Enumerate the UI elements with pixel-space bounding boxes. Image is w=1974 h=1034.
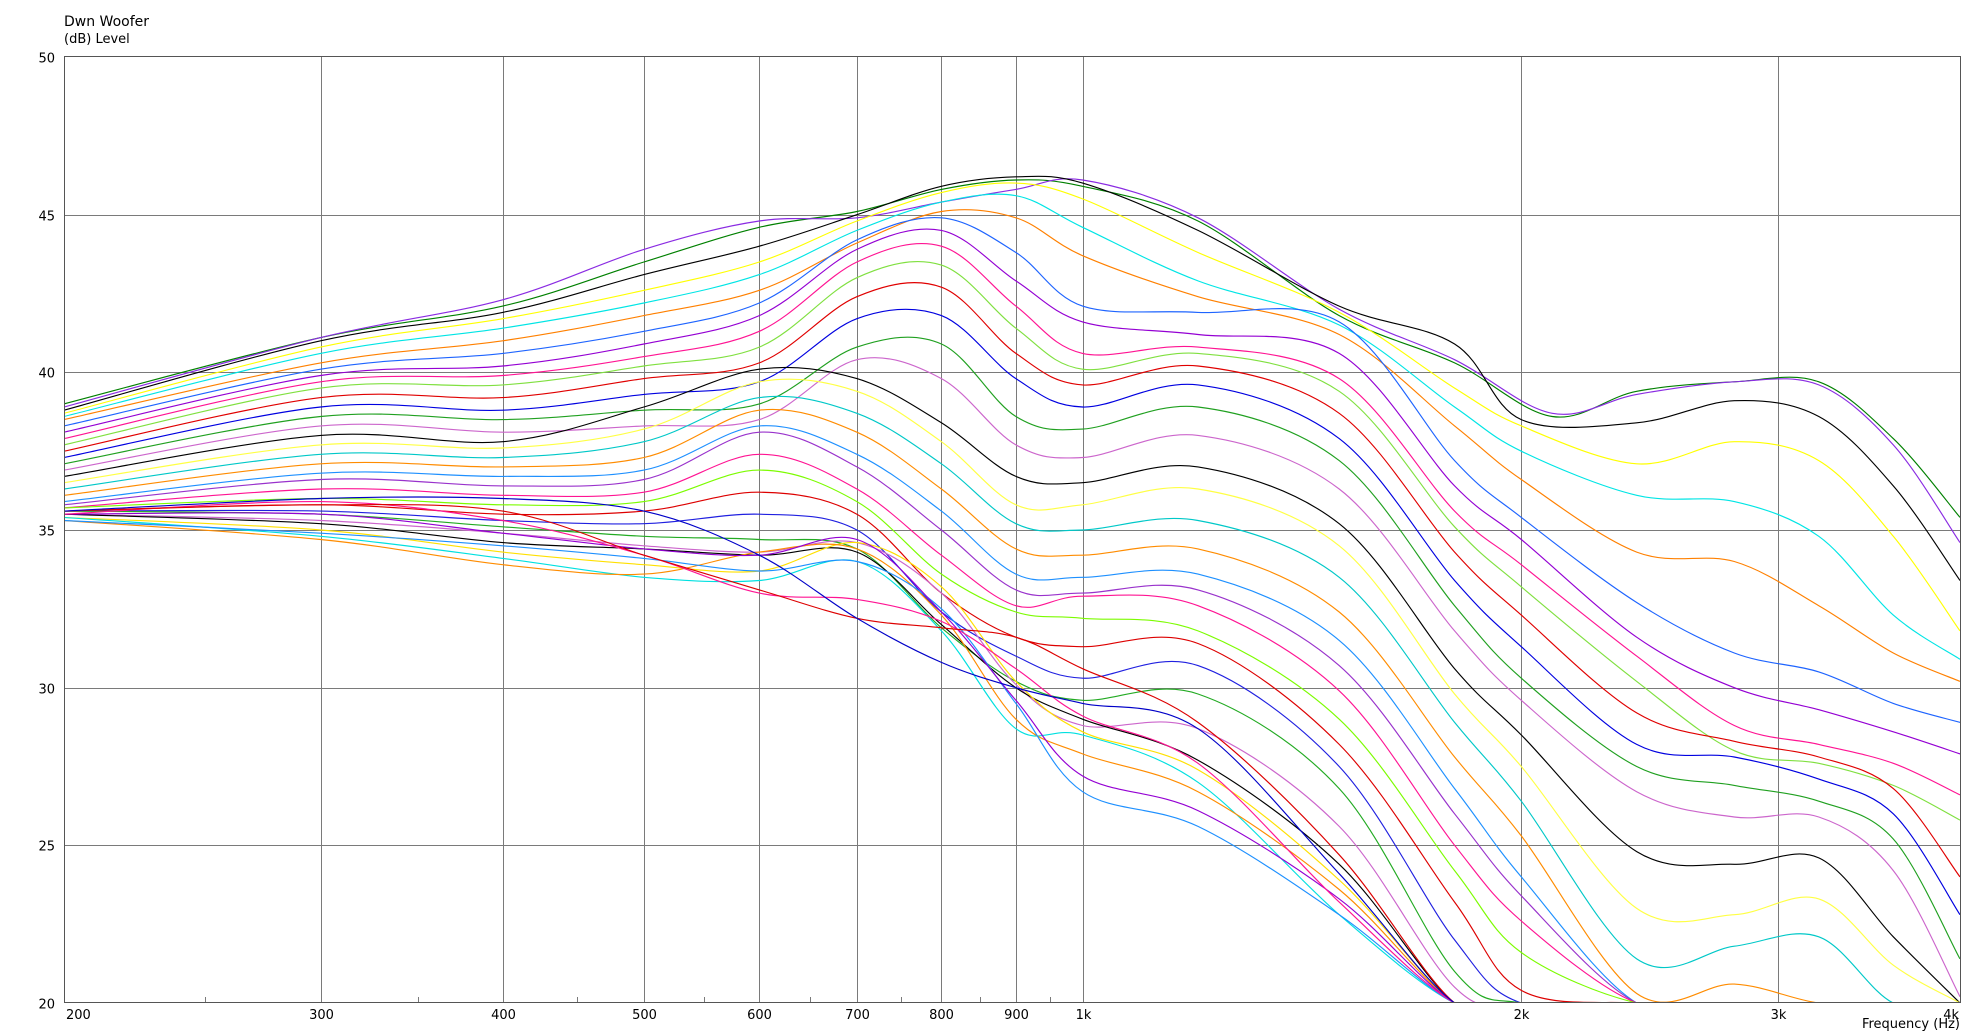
series-line-30 — [64, 519, 1960, 1003]
series-line-11 — [64, 282, 1960, 878]
series-line-9 — [64, 243, 1960, 796]
series-curves — [64, 175, 1960, 1003]
x-tick-label: 800 — [929, 1008, 954, 1023]
series-line-34 — [64, 503, 1960, 1003]
x-tick-label: 700 — [845, 1008, 870, 1023]
series-line-6 — [64, 209, 1960, 682]
x-axis-label: Frequency (Hz) — [1862, 1017, 1960, 1032]
y-tick-label: 35 — [38, 525, 55, 540]
x-tick-label: 3k — [1771, 1008, 1787, 1023]
series-line-22 — [64, 469, 1960, 1003]
chart-title: Dwn Woofer — [64, 14, 149, 30]
x-tick-label: 500 — [632, 1008, 657, 1023]
series-line-25 — [64, 510, 1960, 1003]
series-line-23 — [64, 491, 1960, 1003]
x-tick-label: 1k — [1076, 1008, 1092, 1023]
y-tick-label: 30 — [38, 683, 55, 698]
series-line-8 — [64, 228, 1960, 755]
y-axis-label: (dB) Level — [64, 32, 130, 47]
grid-lines — [64, 57, 1960, 1003]
series-line-13 — [64, 336, 1960, 960]
series-line-35 — [64, 496, 1960, 1003]
x-tick-label: 900 — [1004, 1008, 1029, 1023]
series-line-19 — [64, 425, 1960, 1003]
series-line-14 — [64, 357, 1960, 997]
series-line-21 — [64, 453, 1960, 1003]
series-line-17 — [64, 395, 1960, 1003]
series-line-24 — [64, 509, 1960, 1003]
series-line-12 — [64, 308, 1960, 916]
series-line-15 — [64, 366, 1960, 1003]
series-line-26 — [64, 513, 1960, 1003]
x-tick-label: 4k — [1943, 1008, 1959, 1023]
x-tick-label: 2k — [1514, 1008, 1530, 1023]
x-tick-label: 200 — [66, 1008, 91, 1023]
x-tick-label: 300 — [309, 1008, 334, 1023]
plot-frame — [64, 56, 1961, 1003]
series-line-7 — [64, 216, 1960, 723]
x-tick-label: 400 — [491, 1008, 516, 1023]
tick-labels: 200 300 400 500 600 700 800 900 1k 2k 3k 4k 20 25 30 35… — [38, 52, 1959, 1024]
y-tick-label: 50 — [38, 52, 55, 67]
series-line-2 — [64, 178, 1960, 543]
series-line-29 — [64, 516, 1960, 1003]
y-tick-label: 20 — [38, 998, 55, 1013]
series-line-31 — [64, 519, 1960, 1003]
series-line-18 — [64, 408, 1960, 1003]
x-tick-label: 600 — [747, 1008, 772, 1023]
series-line-16 — [64, 378, 1960, 1003]
series-line-3 — [64, 175, 1960, 581]
y-tick-label: 40 — [38, 367, 55, 382]
series-line-33 — [64, 500, 1960, 1003]
series-line-27 — [64, 513, 1960, 1003]
series-line-10 — [64, 260, 1960, 821]
series-line-20 — [64, 431, 1960, 1003]
series-line-28 — [64, 516, 1960, 1003]
series-line-32 — [64, 512, 1960, 1003]
series-line-4 — [64, 182, 1960, 632]
y-tick-label: 25 — [38, 840, 55, 855]
y-tick-label: 45 — [38, 210, 55, 225]
series-line-5 — [64, 193, 1960, 660]
